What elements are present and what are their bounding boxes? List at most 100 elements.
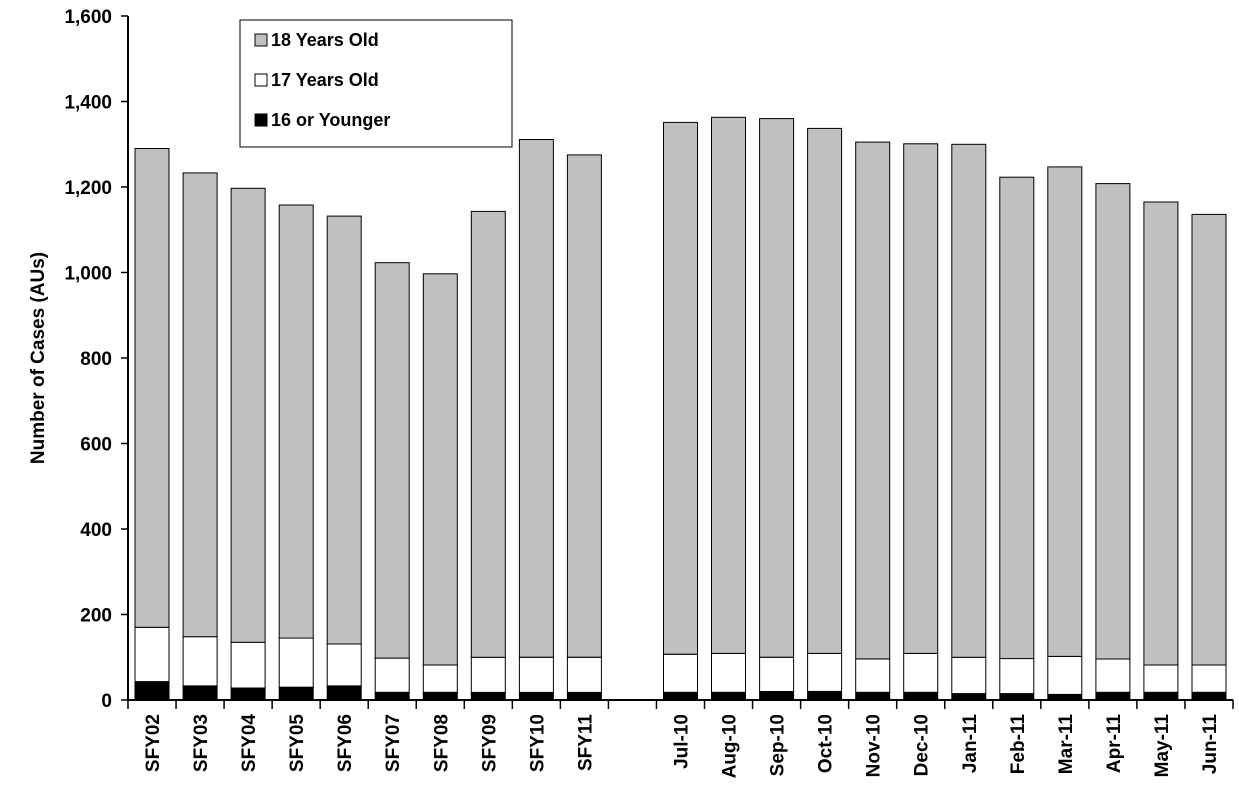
x-category-label: SFY11 [575,714,596,771]
legend-label: 17 Years Old [271,70,379,90]
bar-segment-16-or-younger-sfy03 [182,685,218,701]
y-tick-label: 1,600 [64,7,112,28]
bar-segment-17-years-old-jan-11 [951,656,987,695]
bar-segment-16-or-younger-nov-10 [855,691,891,701]
bar-segment-17-years-old-sfy07 [374,657,410,693]
y-tick-label: 200 [80,606,112,627]
bar-segment-16-or-younger-jun-11 [1191,691,1227,701]
x-category-label: SFY03 [191,714,212,772]
bar-segment-16-or-younger-sfy07 [374,691,410,701]
y-tick-label: 400 [80,520,112,541]
bar-segment-17-years-old-jun-11 [1191,664,1227,693]
y-axis-label: Number of Cases (AUs) [28,252,49,464]
x-category-label: Jan-11 [960,714,981,774]
bar-segment-18-years-old-apr-11 [1095,183,1131,660]
x-category-label: May-11 [1152,714,1173,778]
x-category-label: Feb-11 [1008,714,1029,775]
x-category-label: SFY05 [287,714,308,773]
bar-segment-18-years-old-sfy03 [182,172,218,638]
bar-segment-16-or-younger-sfy08 [422,691,458,701]
y-tick-label: 1,000 [64,264,112,285]
x-category-label: Jul-10 [672,714,693,769]
x-category-label: SFY04 [239,714,260,773]
bar-segment-17-years-old-dec-10 [903,652,939,693]
legend-swatch [254,73,268,87]
bars-group [134,116,1227,701]
x-category-label: Aug-10 [720,714,741,778]
y-tick-label: 0 [101,691,112,712]
bar-segment-16-or-younger-sep-10 [759,691,795,701]
bar-segment-18-years-old-sfy02 [134,148,170,628]
bar-segment-16-or-younger-sfy11 [566,691,602,701]
bar-segment-17-years-old-nov-10 [855,658,891,693]
x-category-label: SFY10 [527,714,548,772]
x-category-label: SFY02 [143,714,164,772]
bar-segment-16-or-younger-sfy09 [470,691,506,701]
y-tick-label: 800 [80,349,112,370]
bar-segment-16-or-younger-sfy05 [278,686,314,701]
bar-segment-18-years-old-jul-10 [663,121,698,655]
x-category-label: SFY09 [479,714,500,772]
bar-segment-17-years-old-sep-10 [759,656,795,692]
bar-segment-16-or-younger-jul-10 [663,691,698,701]
bar-segment-17-years-old-may-11 [1143,664,1179,693]
bar-segment-17-years-old-apr-11 [1095,658,1131,693]
bar-segment-16-or-younger-may-11 [1143,691,1179,701]
bar-segment-17-years-old-sfy03 [182,636,218,687]
bar-segment-17-years-old-aug-10 [711,652,746,693]
bar-segment-18-years-old-dec-10 [903,143,939,654]
bar-segment-18-years-old-sfy08 [422,273,458,666]
bar-segment-17-years-old-sfy09 [470,656,506,693]
bar-segment-18-years-old-sfy06 [326,215,362,645]
bar-segment-18-years-old-sep-10 [759,118,795,658]
bar-segment-16-or-younger-sfy06 [326,685,362,701]
bar-segment-18-years-old-may-11 [1143,201,1179,666]
bar-segment-18-years-old-sfy04 [230,187,266,643]
bar-segment-16-or-younger-sfy02 [134,681,170,701]
bar-segment-18-years-old-feb-11 [999,176,1035,660]
bar-segment-18-years-old-jun-11 [1191,213,1227,666]
x-category-label: SFY06 [335,714,356,772]
x-category-label: SFY08 [431,714,452,772]
bar-segment-18-years-old-oct-10 [807,127,843,654]
x-category-label: Nov-10 [864,714,885,777]
x-category-label: Sep-10 [768,714,789,776]
y-tick-label: 1,400 [64,93,112,114]
bar-segment-18-years-old-mar-11 [1047,166,1083,657]
x-category-label: Jun-11 [1200,714,1221,775]
axes-group: 0 200 400 600 800 1,000 1,200 1,400 1,600 SFY02 SF… [64,7,1234,778]
x-category-label: Dec-10 [912,714,933,776]
bar-segment-18-years-old-sfy09 [470,210,506,658]
bar-segment-17-years-old-jul-10 [663,653,698,693]
bar-segment-18-years-old-sfy05 [278,204,314,639]
legend-label: 16 or Younger [271,110,390,130]
legend: 18 Years Old 17 Years Old 16 or Younger [239,19,513,148]
legend-label: 18 Years Old [271,30,379,50]
bar-segment-17-years-old-feb-11 [999,658,1035,695]
bar-segment-16-or-younger-apr-11 [1095,691,1131,701]
y-tick-label: 600 [80,435,112,456]
bar-segment-18-years-old-sfy07 [374,262,410,659]
bar-segment-16-or-younger-oct-10 [807,691,843,701]
bar-segment-16-or-younger-sfy04 [230,687,266,701]
bar-segment-17-years-old-sfy02 [134,626,170,683]
bar-segment-16-or-younger-dec-10 [903,691,939,701]
x-category-label: Apr-11 [1104,714,1125,774]
bar-segment-17-years-old-oct-10 [807,652,843,692]
bar-segment-17-years-old-sfy05 [278,637,314,688]
legend-box [239,19,513,148]
legend-swatch [254,113,268,127]
bar-segment-18-years-old-nov-10 [855,141,891,660]
bar-segment-17-years-old-sfy10 [518,656,554,693]
bar-segment-17-years-old-sfy04 [230,641,266,689]
x-category-label: SFY07 [383,714,404,772]
bar-segment-17-years-old-sfy11 [566,656,602,693]
bar-segment-18-years-old-jan-11 [951,143,987,658]
bar-segment-16-or-younger-aug-10 [711,691,746,701]
bar-segment-17-years-old-mar-11 [1047,655,1083,695]
bar-segment-16-or-younger-sfy10 [518,691,554,701]
bar-segment-18-years-old-sfy11 [566,154,602,658]
legend-swatch [254,33,268,47]
bar-segment-17-years-old-sfy06 [326,643,362,687]
